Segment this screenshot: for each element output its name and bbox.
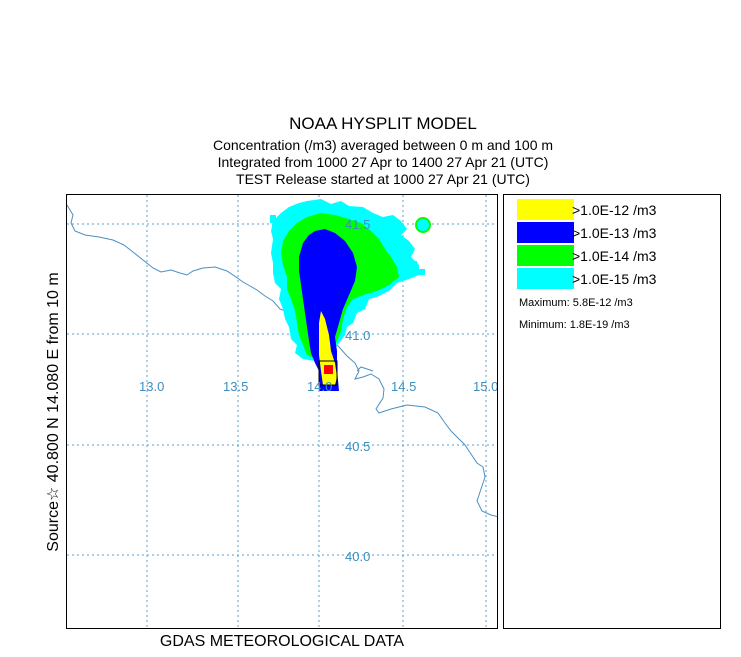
legend-panel: >1.0E-12 /m3 >1.0E-13 /m3 >1.0E-14 /m3 >… [503, 194, 721, 629]
lon-label-13-5: 13.5 [223, 379, 248, 394]
release-info: TEST Release started at 1000 27 Apr 21 (… [236, 171, 530, 187]
legend-swatch-1e-15 [517, 268, 574, 289]
lon-label-14-5: 14.5 [391, 379, 416, 394]
legend-swatch-1e-14 [517, 245, 574, 266]
legend-minimum: Minimum: 1.8E-19 /m3 [519, 319, 630, 331]
lon-label-15-0: 15.0 [473, 379, 498, 394]
map-title: NOAA HYSPLIT MODEL [289, 114, 477, 133]
coastline-lower [356, 366, 374, 372]
legend-swatch-1e-13 [517, 222, 574, 243]
lat-label-41-0: 41.0 [345, 328, 370, 343]
legend-label-1e-14: >1.0E-14 /m3 [572, 248, 657, 264]
plume-fragments [270, 215, 425, 275]
meteorological-data-label: GDAS METEOROLOGICAL DATA [159, 633, 405, 650]
map-canvas: 13.0 13.5 14.0 14.5 15.0 41.5 41.0 40.5 … [67, 195, 498, 628]
legend-maximum: Maximum: 5.8E-12 /m3 [519, 297, 633, 309]
lon-label-14-0: 14.0 [307, 379, 332, 394]
lon-label-13-0: 13.0 [139, 379, 164, 394]
lat-label-40-0: 40.0 [345, 549, 370, 564]
legend-label-1e-13: >1.0E-13 /m3 [572, 225, 657, 241]
source-marker [324, 365, 333, 374]
source-location-label: Source☆ 40.800 N 14.080 E from 10 m [45, 272, 62, 552]
legend-label-1e-15: >1.0E-15 /m3 [572, 271, 657, 287]
source-cell-outline [318, 360, 338, 386]
plume-isolated-patch [415, 217, 431, 233]
lat-label-40-5: 40.5 [345, 439, 370, 454]
plume-contour-1e-13 [299, 229, 357, 391]
map-panel: 13.0 13.5 14.0 14.5 15.0 41.5 41.0 40.5 … [66, 194, 498, 629]
concentration-subtitle: Concentration (/m3) averaged between 0 m… [212, 137, 554, 153]
lat-label-41-5: 41.5 [345, 217, 370, 232]
integration-period: Integrated from 1000 27 Apr to 1400 27 A… [217, 154, 549, 170]
legend-swatch-1e-12 [517, 199, 574, 220]
legend-label-1e-12: >1.0E-12 /m3 [572, 202, 657, 218]
